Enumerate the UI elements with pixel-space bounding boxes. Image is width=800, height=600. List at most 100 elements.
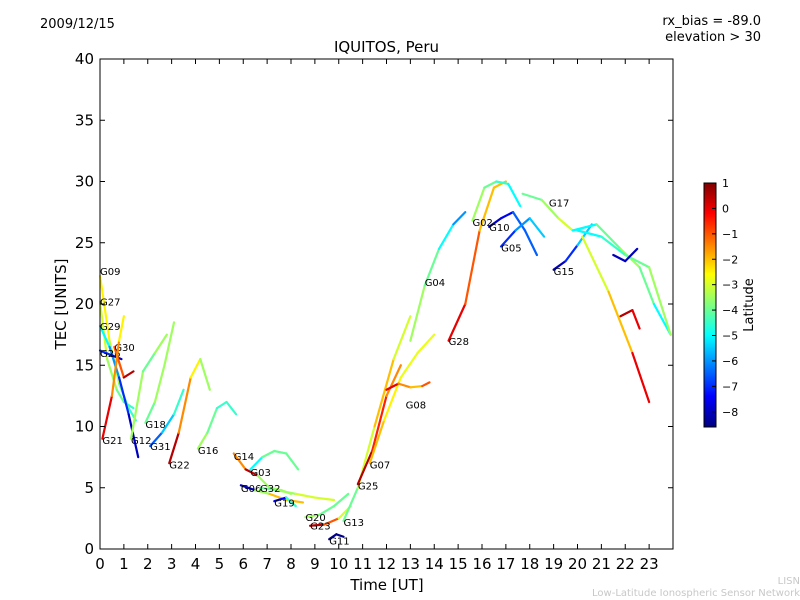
series-segment	[576, 223, 593, 247]
colorbar-tick-label: 1	[722, 177, 729, 190]
series-segment	[557, 217, 574, 232]
satellite-label: G06	[241, 484, 261, 495]
series-segment	[631, 351, 651, 404]
satellite-label: G09	[100, 267, 120, 278]
x-tick-label: 6	[238, 555, 248, 573]
colorbar-tick-label: −5	[722, 330, 738, 343]
series-segment	[294, 492, 316, 499]
y-tick-label: 40	[75, 50, 94, 68]
series-segment	[239, 484, 257, 492]
y-axis: 0 5 10 15 20 25 30 35 40	[75, 50, 673, 558]
series-segment	[313, 496, 336, 502]
series-segment	[385, 364, 402, 397]
x-tick-label: 19	[544, 555, 563, 573]
x-tick-label: 3	[167, 555, 177, 573]
satellite-label: G10	[489, 223, 509, 234]
series-g20: G20	[304, 492, 350, 524]
series-segment	[177, 376, 192, 434]
series-segment	[595, 223, 622, 250]
series-segment	[199, 358, 211, 391]
series-segment	[478, 186, 496, 232]
x-axis: 0 1 2 3 4 5 6 7 8 9 10 11 12 13 14 15 16 17 18 19 20 21 22 23	[95, 59, 659, 573]
rx-bias-label: rx_bias = -89.0	[662, 14, 761, 29]
series-segment	[309, 523, 326, 527]
series-segment	[409, 384, 424, 389]
series-segment	[261, 449, 276, 459]
series-segment	[392, 315, 412, 361]
series-g12: G12	[129, 333, 168, 447]
satellite-label: G20	[305, 513, 325, 524]
satellite-label: G15	[554, 267, 574, 278]
x-tick-label: 14	[425, 555, 444, 573]
satellite-label: G17	[549, 198, 569, 209]
series-unlabeled-33	[619, 309, 641, 330]
series-segment	[483, 180, 498, 189]
date-label: 2009/12/15	[40, 17, 115, 32]
series-segment	[101, 394, 114, 440]
colorbar-tick-label: −3	[722, 279, 738, 292]
series-segment	[149, 431, 164, 448]
series-segment	[612, 253, 627, 263]
x-tick-label: 12	[377, 555, 396, 573]
x-tick-label: 22	[616, 555, 635, 573]
series-segment	[225, 400, 238, 416]
series-segment	[335, 533, 345, 538]
series-segment	[356, 449, 374, 486]
series-unlabeled-31	[581, 235, 651, 404]
x-tick-label: 4	[191, 555, 201, 573]
series-segment	[98, 274, 111, 342]
series-g13: G13	[342, 315, 412, 529]
series-unlabeled-30	[571, 223, 672, 336]
series-segment	[437, 223, 455, 250]
series-segment	[416, 333, 436, 355]
series-g10: G10	[488, 211, 539, 257]
plot-frame	[99, 58, 674, 550]
footer: LISN Low-Latitude Ionospheric Sensor Net…	[520, 576, 800, 600]
satellite-label: G26	[100, 349, 120, 360]
series-segment	[397, 382, 412, 389]
series-segment	[106, 358, 118, 391]
series-segment	[328, 533, 338, 541]
series-segment	[342, 486, 359, 522]
x-tick-label: 0	[95, 555, 105, 573]
series-segment	[581, 235, 610, 293]
x-tick-label: 7	[262, 555, 272, 573]
satellite-label: G25	[358, 481, 378, 492]
series-g25: G25	[356, 364, 402, 492]
y-tick-label: 15	[75, 356, 94, 374]
satellite-label: G05	[501, 244, 521, 255]
colorbar-tick-label: −1	[722, 228, 738, 241]
series-unlabeled-34	[612, 247, 639, 263]
x-axis-label: Time [UT]	[349, 576, 423, 594]
series-segment	[619, 309, 634, 318]
series-segment	[607, 290, 634, 355]
satellite-label: G16	[198, 446, 218, 457]
series-segment	[447, 302, 467, 342]
series-g28: G28	[447, 180, 507, 348]
series-g11: G11	[328, 533, 350, 547]
series-g22: G22	[168, 358, 211, 471]
satellite-label: G27	[100, 298, 120, 309]
satellite-label: G03	[250, 468, 270, 479]
colorbar-ticks: 1 0 −1 −2 −3 −4 −5 −6 −7 −8	[712, 177, 738, 419]
series-segment	[571, 223, 598, 232]
series-g08: G08	[385, 381, 431, 411]
colorbar-tick-label: −2	[722, 253, 738, 266]
x-tick-label: 21	[592, 555, 611, 573]
x-tick-label: 13	[401, 555, 420, 573]
satellite-label: G32	[260, 484, 280, 495]
series-segment	[163, 321, 176, 367]
series-segment	[421, 381, 431, 388]
series-g03: G03	[249, 449, 300, 479]
series-segment	[452, 211, 467, 226]
series-g18: G18	[144, 321, 176, 431]
x-tick-label: 9	[310, 555, 320, 573]
colorbar: 1 0 −1 −2 −3 −4 −5 −6 −7 −8 Latitude	[703, 177, 757, 428]
series-segment	[552, 260, 567, 271]
series-segment	[256, 474, 271, 489]
series-segment	[232, 452, 247, 471]
series-segment	[172, 388, 185, 416]
series-g15: G15	[552, 223, 593, 278]
satellite-label: G08	[406, 400, 426, 411]
series-g23: G23	[309, 505, 352, 533]
